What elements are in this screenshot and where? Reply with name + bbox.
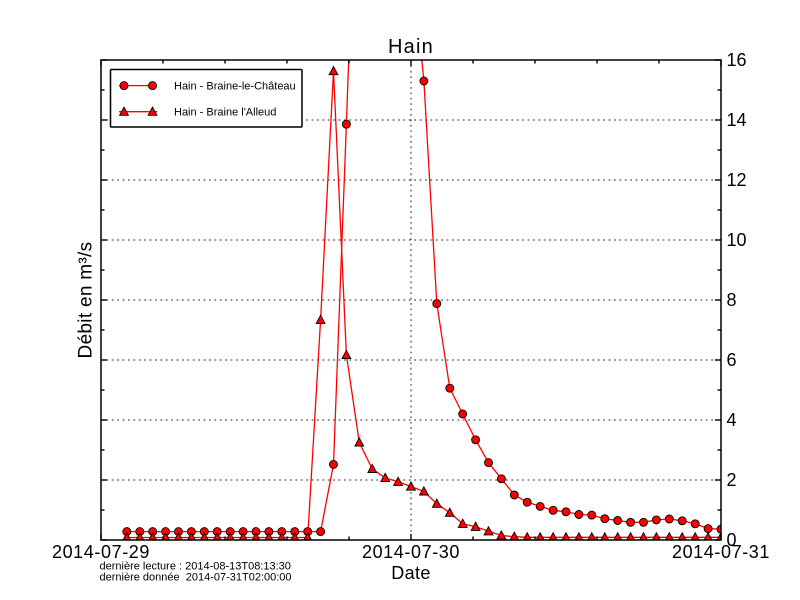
svg-text:Débit en m³/s: Débit en m³/s (76, 242, 97, 359)
svg-text:dernière lecture : 2014-08-13T: dernière lecture : 2014-08-13T08:13:30 (100, 561, 291, 573)
svg-text:8: 8 (727, 290, 737, 310)
svg-text:2014-07-30: 2014-07-30 (362, 542, 460, 562)
svg-text:dernière donnée 2014-07-31T02: dernière donnée 2014-07-31T02:00:00 (100, 572, 292, 584)
svg-text:0: 0 (727, 530, 737, 550)
svg-text:Hain: Hain (388, 36, 434, 58)
svg-text:2014-07-29: 2014-07-29 (52, 542, 150, 562)
svg-text:2014-07-31: 2014-07-31 (672, 542, 770, 562)
svg-text:Hain - Braine l'Alleud: Hain - Braine l'Alleud (174, 107, 276, 119)
svg-text:16: 16 (727, 50, 747, 70)
svg-text:6: 6 (727, 350, 737, 370)
svg-text:Hain - Braine-le-Château: Hain - Braine-le-Château (174, 81, 296, 93)
svg-text:12: 12 (727, 170, 747, 190)
svg-text:2: 2 (727, 470, 737, 490)
svg-text:14: 14 (727, 110, 747, 130)
svg-text:Date: Date (391, 563, 431, 583)
svg-text:4: 4 (727, 410, 737, 430)
svg-text:10: 10 (727, 230, 747, 250)
